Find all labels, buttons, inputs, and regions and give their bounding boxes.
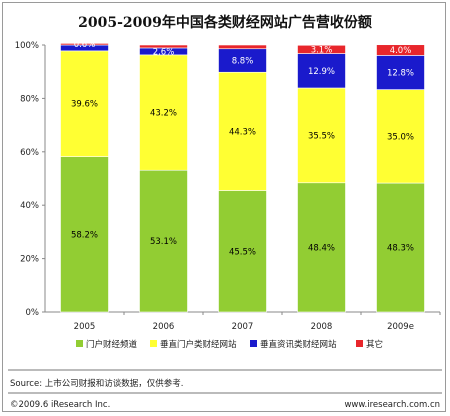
- data-label: 44.3%: [229, 127, 256, 137]
- y-tick-label: 20%: [20, 255, 39, 265]
- data-label: 8.8%: [232, 56, 254, 66]
- bar-segment: [297, 87, 346, 184]
- bar-segment: [139, 169, 188, 313]
- x-tick-label: 2006: [153, 322, 175, 332]
- bar-segment: [297, 44, 346, 54]
- bar-segment: [376, 55, 425, 90]
- data-label: 39.6%: [71, 100, 98, 110]
- legend-label: 垂直资讯类财经网站: [260, 339, 337, 350]
- y-tick-label: 40%: [20, 201, 39, 211]
- data-label: 2.6%: [153, 47, 175, 57]
- bar-segment: [218, 71, 267, 191]
- x-tick-label: 2007: [232, 322, 254, 332]
- chart-title: 2005-2009年中国各类财经网站广告营收份额: [78, 14, 372, 31]
- y-tick-label: 60%: [20, 148, 39, 158]
- data-label: 12.9%: [308, 67, 335, 77]
- bar-segment: [139, 54, 188, 171]
- legend-swatch: [356, 340, 363, 347]
- bar-segment: [376, 44, 425, 56]
- y-tick-label: 80%: [20, 94, 39, 104]
- data-label: 4.0%: [390, 46, 412, 56]
- data-label: 43.2%: [150, 109, 177, 119]
- legend: 门户财经频道 垂直门户类财经网站 垂直资讯类财经网站 其它: [76, 339, 383, 350]
- x-tick-label: 2008: [311, 322, 333, 332]
- bar-segment: [60, 43, 109, 46]
- bars: 58.2% 39.6% 0.6% 53.1% 43.2% 2.6% 45.5% 44.3% 8.…: [60, 40, 425, 313]
- axes: 0% 20% 40% 60% 80% 100% 2005 2006 2007 2008 2009e: [15, 41, 441, 332]
- x-tick-label: 2005: [74, 322, 96, 332]
- data-label: 35.0%: [387, 132, 414, 142]
- bar-segment: [297, 182, 346, 313]
- legend-swatch: [76, 340, 83, 347]
- legend-label: 其它: [366, 339, 383, 350]
- data-label: 53.1%: [150, 237, 177, 247]
- copyright-text: ©2009.6 iResearch Inc.: [10, 400, 110, 410]
- data-label: 48.4%: [308, 243, 335, 253]
- x-tick-label: 2009e: [387, 322, 414, 332]
- bar-segment: [376, 182, 425, 313]
- bar-segment: [60, 50, 109, 157]
- data-label: 35.5%: [308, 131, 335, 141]
- bar-segment: [60, 156, 109, 313]
- legend-label: 垂直门户类财经网站: [160, 339, 237, 350]
- bar-segment: [376, 89, 425, 184]
- legend-swatch: [150, 340, 157, 347]
- bar-segment: [218, 190, 267, 313]
- y-tick-label: 0%: [26, 308, 40, 318]
- legend-swatch: [250, 340, 257, 347]
- data-label: 48.3%: [387, 244, 414, 254]
- website-text: www.iresearch.com.cn: [344, 400, 440, 410]
- bar-segment: [139, 44, 188, 49]
- data-label: 58.2%: [71, 230, 98, 240]
- bar-segment: [297, 53, 346, 89]
- y-tick-label: 100%: [15, 41, 39, 51]
- data-label: 0.6%: [74, 40, 96, 50]
- data-label: 12.8%: [387, 69, 414, 79]
- source-note: Source: 上市公司财报和访谈数据，仅供参考.: [10, 378, 183, 389]
- bar-segment: [218, 44, 267, 50]
- legend-label: 门户财经频道: [86, 339, 138, 350]
- data-label: 45.5%: [229, 247, 256, 257]
- data-label: 3.1%: [311, 45, 333, 55]
